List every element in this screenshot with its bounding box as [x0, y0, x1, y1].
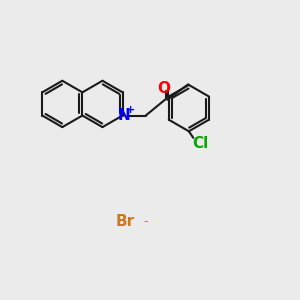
- Text: Cl: Cl: [193, 136, 209, 151]
- Text: O: O: [158, 81, 171, 96]
- Text: N: N: [118, 108, 130, 123]
- Text: -: -: [140, 215, 148, 228]
- Text: Br: Br: [116, 214, 135, 229]
- Text: +: +: [126, 105, 136, 115]
